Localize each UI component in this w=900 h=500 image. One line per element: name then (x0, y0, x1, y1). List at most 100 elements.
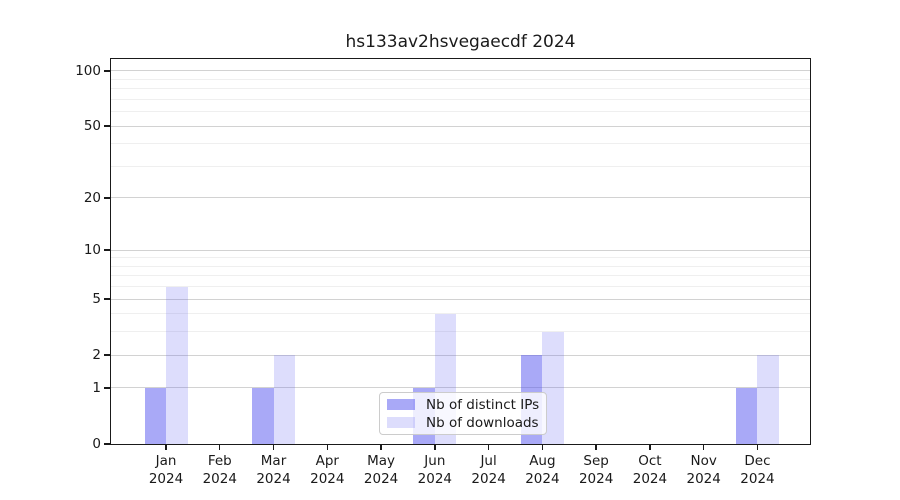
legend-swatch-nb-of-distinct-ips (387, 399, 415, 410)
legend: Nb of distinct IPs Nb of downloads (379, 392, 547, 435)
x-tick-label-year-dec: 2024 (740, 471, 775, 487)
x-tick-label-year-sep: 2024 (578, 471, 614, 487)
y-gridline-minor-3 (111, 331, 810, 333)
y-tick-label-0: 0 (92, 436, 101, 452)
x-tick-label-month-nov: Nov (690, 453, 717, 469)
x-tick-label-month-oct: Oct (638, 453, 662, 469)
y-tick-mark-0 (104, 443, 110, 445)
y-gridline-minor-9 (111, 257, 810, 259)
x-tick-label-jan: Jan 2024 (134, 452, 198, 488)
x-tick-label-month-jan: Jan (155, 453, 177, 469)
x-tick-label-month-jul: Jul (480, 453, 497, 469)
y-tick-label-5: 5 (92, 291, 101, 308)
x-tick-label-year-jun: 2024 (417, 471, 453, 487)
y-tick-label-50: 50 (83, 118, 101, 135)
x-tick-label-aug: Aug 2024 (510, 452, 574, 488)
y-gridline-minor-70 (111, 98, 810, 100)
y-gridline-major-5 (111, 298, 810, 300)
y-tick-label-10: 10 (83, 242, 101, 259)
x-tick-mark-jul (487, 445, 490, 450)
x-tick-mark-sep (595, 445, 597, 450)
x-tick-label-may: May 2024 (349, 452, 413, 488)
y-gridline-minor-90 (111, 78, 810, 80)
x-tick-label-dec: Dec 2024 (725, 452, 789, 488)
y-tick-mark-50 (104, 125, 110, 127)
x-tick-label-feb: Feb 2024 (188, 452, 252, 488)
y-tick-mark-100 (104, 70, 110, 72)
x-tick-mark-jan (165, 445, 167, 450)
y-gridline-minor-60 (111, 111, 810, 113)
y-tick-mark-20 (104, 197, 110, 199)
x-tick-label-year-mar: 2024 (256, 471, 291, 487)
x-tick-mark-oct (649, 445, 651, 450)
legend-swatch-nb-of-downloads (387, 417, 415, 428)
y-gridline-minor-80 (111, 88, 810, 90)
x-tick-label-month-aug: Aug (529, 453, 556, 469)
x-tick-label-jun: Jun 2024 (403, 452, 467, 488)
y-gridline-minor-4 (111, 313, 810, 315)
y-gridline-major-100 (111, 70, 810, 72)
legend-row-nb-of-distinct-ips: Nb of distinct IPs (387, 396, 540, 413)
y-gridline-major-50 (111, 125, 810, 127)
y-tick-label-1: 1 (92, 379, 101, 396)
x-tick-mark-nov (703, 445, 705, 450)
x-tick-label-month-mar: Mar (260, 453, 287, 469)
x-tick-mark-jun (434, 445, 436, 450)
bar-nb-of-downloads-aug (542, 331, 564, 444)
x-tick-label-year-jul: 2024 (471, 471, 506, 487)
x-tick-label-year-nov: 2024 (686, 471, 721, 487)
bar-nb-of-distinct-ips-mar (252, 387, 274, 444)
x-tick-label-month-jun: Jun (424, 453, 446, 469)
x-tick-label-nov: Nov 2024 (672, 452, 736, 488)
y-tick-mark-10 (104, 249, 110, 251)
x-tick-mark-dec (756, 445, 759, 450)
y-gridline-minor-6 (111, 286, 810, 288)
x-tick-label-mar: Mar 2024 (242, 452, 306, 488)
y-gridline-minor-8 (111, 265, 810, 267)
x-tick-label-year-apr: 2024 (310, 471, 345, 487)
bar-nb-of-downloads-jan (166, 286, 188, 444)
y-tick-label-2: 2 (92, 347, 101, 364)
plot-area (110, 58, 811, 445)
legend-label-nb-of-downloads: Nb of downloads (426, 414, 539, 431)
x-tick-label-month-may: May (367, 453, 396, 469)
y-tick-mark-5 (104, 298, 110, 300)
bar-nb-of-downloads-dec (757, 355, 779, 444)
y-gridline-minor-30 (111, 165, 810, 167)
x-tick-label-year-oct: 2024 (632, 471, 668, 487)
x-tick-mark-aug (541, 445, 544, 450)
x-tick-label-month-sep: Sep (583, 453, 609, 469)
x-tick-mark-feb (219, 445, 221, 450)
y-gridline-major-2 (111, 354, 810, 356)
x-tick-label-month-apr: Apr (315, 453, 339, 469)
x-tick-label-month-feb: Feb (207, 453, 232, 469)
x-tick-mark-mar (272, 445, 275, 450)
x-tick-label-year-aug: 2024 (525, 471, 560, 487)
x-tick-label-year-jan: 2024 (148, 471, 184, 487)
y-gridline-major-1 (111, 387, 810, 389)
chart-title: hs133av2hsvegaecdf 2024 (345, 32, 576, 52)
y-tick-mark-2 (104, 354, 110, 356)
y-gridline-minor-40 (111, 143, 810, 145)
y-gridline-major-10 (111, 249, 810, 251)
x-tick-label-sep: Sep 2024 (564, 452, 628, 488)
x-tick-mark-apr (326, 445, 328, 450)
legend-row-nb-of-downloads: Nb of downloads (387, 414, 539, 431)
x-tick-label-year-feb: 2024 (202, 471, 237, 487)
y-gridline-major-20 (111, 197, 810, 199)
y-tick-label-20: 20 (83, 189, 101, 206)
x-tick-label-month-dec: Dec (744, 453, 771, 469)
x-tick-mark-may (380, 445, 382, 450)
y-tick-mark-1 (104, 387, 110, 389)
y-gridline-minor-7 (111, 275, 810, 277)
x-tick-label-jul: Jul 2024 (457, 452, 521, 488)
legend-label-nb-of-distinct-ips: Nb of distinct IPs (426, 396, 540, 413)
bar-nb-of-distinct-ips-jan (144, 387, 166, 444)
bar-nb-of-distinct-ips-dec (735, 387, 758, 444)
x-tick-label-year-may: 2024 (363, 471, 399, 487)
bar-nb-of-downloads-mar (273, 355, 296, 444)
x-tick-label-oct: Oct 2024 (618, 452, 682, 488)
y-tick-label-100: 100 (75, 62, 101, 79)
x-tick-label-apr: Apr 2024 (295, 452, 359, 488)
